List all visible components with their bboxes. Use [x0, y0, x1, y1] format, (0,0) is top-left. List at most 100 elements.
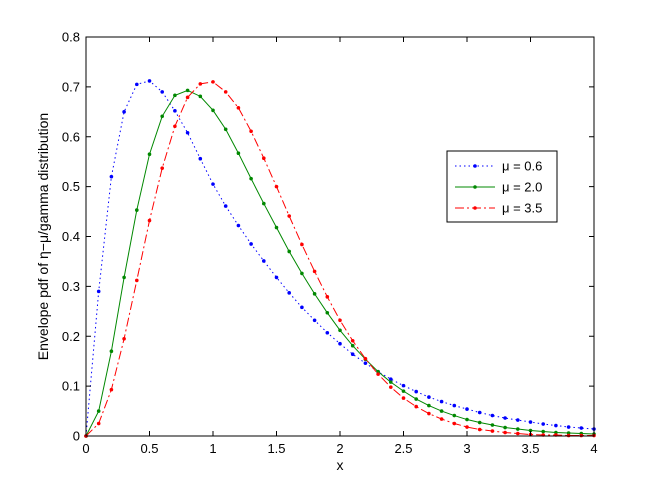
data-point — [528, 420, 533, 424]
data-point — [147, 218, 152, 223]
data-point — [516, 427, 520, 431]
series-3 — [84, 80, 596, 438]
y-axis-label: Envelope pdf of η−μ/gamma distribution — [35, 113, 51, 360]
data-point — [554, 430, 558, 435]
data-point — [287, 214, 292, 218]
data-point — [389, 377, 393, 381]
data-point — [274, 225, 279, 230]
data-point — [414, 397, 419, 401]
data-point — [363, 356, 368, 361]
legend-marker — [473, 164, 477, 168]
data-point — [122, 275, 126, 280]
data-point — [325, 330, 330, 335]
data-point — [439, 417, 444, 421]
data-point — [401, 389, 406, 393]
y-tick-label: 0.7 — [62, 79, 80, 94]
data-point — [439, 399, 444, 404]
data-point — [287, 249, 292, 254]
y-tick-label: 0.8 — [62, 30, 80, 45]
data-point — [363, 361, 368, 365]
data-point — [401, 396, 406, 400]
data-point — [528, 428, 533, 433]
data-point — [135, 278, 139, 283]
data-point — [541, 429, 545, 434]
data-point — [477, 410, 482, 415]
data-point — [274, 184, 279, 189]
data-point — [160, 90, 164, 94]
data-point — [516, 431, 520, 436]
data-point — [300, 305, 304, 310]
data-point — [262, 259, 266, 263]
data-point — [185, 95, 190, 100]
data-point — [312, 269, 317, 274]
data-point — [350, 343, 355, 348]
data-point — [452, 421, 457, 426]
data-point — [173, 93, 177, 98]
data-point — [96, 421, 101, 426]
data-point — [198, 156, 203, 161]
x-tick-label: 3.5 — [521, 441, 539, 456]
data-point — [300, 242, 304, 247]
data-point — [325, 295, 330, 299]
data-point — [389, 385, 393, 389]
tick-layer: 0 0.5 1 1.5 2 2.5 3 3.5 4 0 0.1 0.2 0.3 0.4 0.5 0.6 0.7 0… — [62, 30, 598, 457]
data-point — [566, 425, 571, 429]
data-point — [541, 422, 545, 426]
data-point — [173, 109, 177, 113]
series-line — [85, 81, 594, 437]
data-point — [427, 403, 431, 408]
data-point — [376, 372, 380, 376]
x-tick-label: 2.5 — [394, 441, 412, 456]
data-point — [211, 182, 215, 186]
data-point — [173, 124, 177, 129]
data-point — [477, 420, 482, 425]
x-tick-label: 3 — [463, 441, 470, 456]
legend-item: μ = 3.5 — [455, 201, 542, 216]
data-point — [325, 311, 330, 315]
data-point — [503, 430, 507, 435]
data-point — [135, 82, 139, 87]
data-point — [185, 88, 190, 93]
x-tick-label: 4 — [590, 441, 597, 456]
x-tick-label: 1 — [209, 441, 216, 456]
data-point — [223, 204, 228, 208]
data-point — [109, 349, 114, 354]
data-point — [236, 151, 241, 156]
data-point — [223, 127, 228, 132]
data-point — [490, 429, 495, 433]
data-point — [414, 389, 419, 394]
x-tick-label: 2 — [336, 441, 343, 456]
data-point — [249, 242, 253, 246]
legend-label: μ = 0.6 — [502, 159, 542, 174]
data-point — [312, 292, 317, 296]
data-point — [490, 423, 495, 427]
data-point — [452, 403, 457, 408]
y-tick-label: 0.4 — [62, 229, 80, 244]
data-point — [249, 176, 253, 181]
data-point — [236, 106, 241, 110]
data-point — [439, 409, 444, 413]
data-point — [389, 380, 393, 384]
series-layer — [84, 79, 596, 438]
data-point — [109, 174, 114, 179]
data-point — [477, 427, 482, 432]
legend-item: μ = 0.6 — [455, 159, 542, 174]
legend-marker — [473, 185, 477, 189]
data-point — [338, 328, 342, 333]
data-point — [503, 425, 507, 430]
data-point — [490, 413, 495, 418]
data-point — [147, 79, 152, 83]
data-point — [465, 417, 469, 422]
legend-marker — [473, 206, 477, 210]
data-point — [135, 208, 139, 212]
data-point — [338, 341, 342, 346]
data-point — [198, 82, 203, 86]
data-point — [465, 407, 469, 411]
y-tick-label: 0.3 — [62, 279, 80, 294]
data-point — [109, 387, 114, 392]
data-point — [160, 114, 164, 119]
legend-item: μ = 2.0 — [455, 180, 542, 195]
data-point — [579, 426, 584, 430]
data-point — [262, 201, 266, 206]
